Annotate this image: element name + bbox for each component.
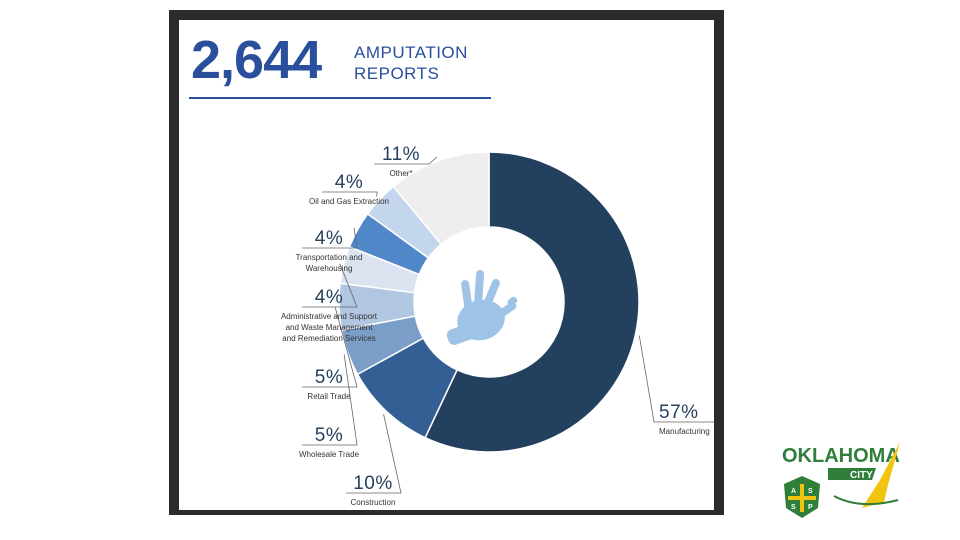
oklahoma-city-assp-logo: OKLAHOMA CITY A S S P: [782, 442, 900, 518]
label-group-other: 11% Other*: [374, 144, 438, 178]
total-reports-number: 2,644: [191, 30, 322, 90]
category-label-administrative-and-support-and-waste-management-and-remediation-services-1: and Waste Management: [286, 323, 374, 332]
logo-city-word: CITY: [850, 470, 873, 481]
leader-line-oil-and-gas-extraction: [322, 191, 378, 197]
label-group-manufacturing: 57% Manufacturing: [638, 335, 714, 436]
category-label-other: Other*: [389, 169, 412, 178]
slice-manufacturing: [424, 151, 640, 453]
value-label-transportation-and-warehousing: 4%: [315, 228, 343, 249]
logo-badge-cross-h: [788, 496, 816, 500]
value-label-construction: 10%: [353, 473, 393, 494]
infographic-panel: 2,644 AMPUTATION REPORTS 57% Manufacturin…: [179, 20, 714, 510]
label-group-transportation-and-warehousing: 4% Transportation and Warehousing: [296, 227, 363, 273]
leader-line-other: [374, 156, 438, 165]
reports-label: AMPUTATION REPORTS: [354, 42, 468, 84]
title-underline: [189, 97, 491, 99]
reports-label-line-1: AMPUTATION: [354, 43, 468, 62]
logo-city-bar: [828, 468, 876, 480]
category-label-construction: Construction: [351, 498, 396, 507]
logo-badge-letter-s2: S: [791, 504, 796, 511]
category-label-retail-trade: Retail Trade: [307, 392, 351, 401]
hand-icon: [446, 270, 518, 345]
leader-line-manufacturing: [638, 335, 714, 423]
label-group-wholesale-trade: 5% Wholesale Trade: [299, 354, 360, 459]
value-label-retail-trade: 5%: [315, 367, 343, 388]
logo-state-shape: [862, 442, 900, 508]
logo-badge-letter-p: P: [808, 504, 813, 511]
category-label-manufacturing: Manufacturing: [659, 427, 710, 436]
reports-label-line-2: REPORTS: [354, 64, 440, 83]
label-group-retail-trade: 5% Retail Trade: [302, 306, 358, 401]
value-label-manufacturing: 57%: [659, 402, 699, 423]
label-group-construction: 10% Construction: [346, 414, 402, 507]
logo-badge-letter-s1: S: [808, 488, 813, 495]
logo-oklahoma-word: OKLAHOMA: [782, 445, 900, 467]
category-label-transportation-and-warehousing-1: Warehousing: [306, 264, 353, 273]
slice-other: [392, 151, 490, 246]
infographic-frame: 2,644 AMPUTATION REPORTS 57% Manufacturin…: [169, 10, 724, 515]
category-label-oil-and-gas-extraction: Oil and Gas Extraction: [309, 197, 389, 206]
value-label-oil-and-gas-extraction: 4%: [335, 172, 363, 193]
label-group-administrative-and-support-and-waste-management-and-remediation-services: 4% Administrative and Support and Waste Ma…: [281, 263, 378, 343]
logo-badge-letter-a: A: [791, 488, 796, 495]
leader-line-construction: [346, 414, 402, 494]
value-label-administrative-and-support-and-waste-management-and-remediation-services: 4%: [315, 287, 343, 308]
label-group-oil-and-gas-extraction: 4% Oil and Gas Extraction: [309, 172, 389, 206]
category-label-wholesale-trade: Wholesale Trade: [299, 450, 360, 459]
value-label-other: 11%: [382, 144, 420, 165]
leader-line-administrative-and-support-and-waste-management-and-remediation-services: [302, 263, 358, 308]
category-label-administrative-and-support-and-waste-management-and-remediation-services-2: and Remediation Services: [282, 334, 375, 343]
leader-line-retail-trade: [302, 306, 358, 388]
leader-line-transportation-and-warehousing: [302, 227, 358, 249]
logo-swoosh: [833, 495, 899, 506]
amputation-donut-chart: 57% Manufacturing 10% Construction 5% Wholesa…: [281, 144, 714, 507]
category-label-transportation-and-warehousing: Transportation and: [296, 253, 363, 262]
leader-line-wholesale-trade: [302, 354, 358, 446]
value-label-wholesale-trade: 5%: [315, 425, 343, 446]
category-label-administrative-and-support-and-waste-management-and-remediation-services: Administrative and Support: [281, 312, 378, 321]
